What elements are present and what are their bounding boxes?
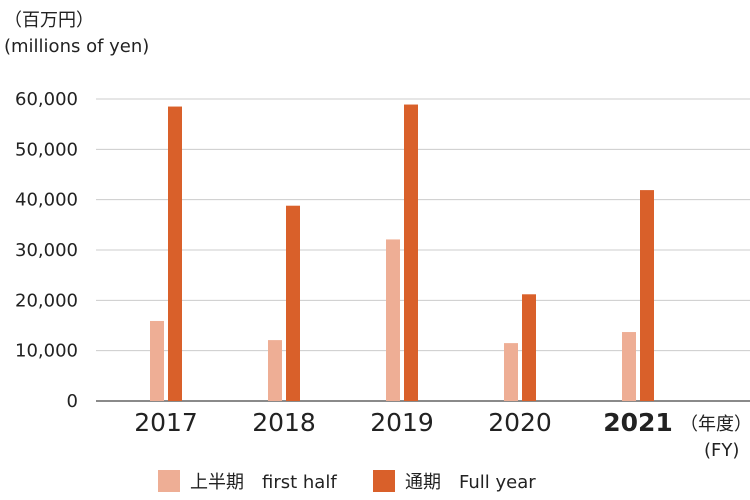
x-category-label-2021: 2021 [603,408,673,437]
bar-first-half-2018 [268,340,282,401]
bar-full-year-2021 [640,190,654,401]
x-category-label-2017: 2017 [134,408,198,437]
x-category-label-2020: 2020 [488,408,552,437]
bar-first-half-2019 [386,239,400,401]
x-unit-label-en: (FY) [704,440,740,461]
bar-first-half-2017 [150,320,164,401]
x-category-label-2019: 2019 [370,408,434,437]
legend-label-full-year: 通期 Full year [405,472,536,493]
legend-full-year: 通期 Full year [373,468,536,494]
y-tick-label: 40,000 [15,190,78,211]
legend-swatch-full-year [373,470,395,492]
y-tick-label: 60,000 [15,89,78,110]
x-category-labels: 2017 2018 2019 2020 2021 [134,408,673,437]
bar-full-year-2017 [168,106,182,402]
bar-full-year-2018 [286,205,300,401]
legend-swatch-first-half [158,470,180,492]
bar-chart: 0 10,000 20,000 30,000 40,000 50,000 60,000 20… [15,89,750,437]
y-tick-label: 10,000 [15,341,78,362]
bar-full-year-2019 [404,104,418,401]
y-tick-label: 20,000 [15,290,78,311]
y-unit-label-jp: （百万円） [4,10,94,31]
bars [150,104,654,402]
legend-label-first-half: 上半期 first half [190,472,337,493]
bar-full-year-2020 [522,294,536,401]
bar-first-half-2021 [622,332,636,401]
legend-first-half: 上半期 first half [158,468,337,494]
bar-first-half-2020 [504,343,518,401]
x-unit-label-jp: （年度） [680,414,750,435]
y-tick-label: 30,000 [15,240,78,261]
y-tick-label: 0 [67,391,78,412]
y-unit-label-en: (millions of yen) [4,36,150,57]
y-tick-label: 50,000 [15,139,78,160]
x-category-label-2018: 2018 [252,408,316,437]
y-tick-labels: 0 10,000 20,000 30,000 40,000 50,000 60,000 [15,89,78,412]
